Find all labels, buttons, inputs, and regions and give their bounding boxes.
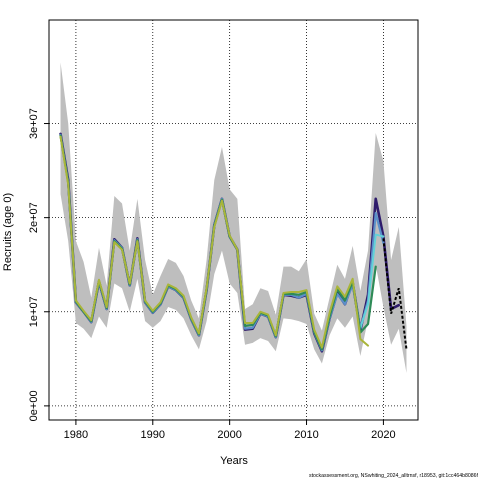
y-axis-label: Recruits (age 0)	[2, 193, 14, 271]
y-tick-label-30000000: 3e+07	[28, 108, 40, 139]
confidence-band	[60, 62, 407, 373]
series-line-5	[59, 135, 370, 349]
grid-lines	[49, 20, 418, 420]
x-tick-label-2010: 2010	[294, 429, 318, 441]
x-axis-label: Years	[220, 455, 248, 467]
y-axis: 0e+00 1e+07 2e+07 3e+07	[28, 108, 49, 421]
x-axis: 1980 1990 2000 2010 2020	[64, 420, 396, 441]
confidence-band-group	[60, 62, 407, 373]
series-lines-group	[59, 132, 408, 353]
y-tick-label-20000000: 2e+07	[28, 202, 40, 233]
y-tick-label-0: 0e+00	[28, 390, 40, 421]
source-footer: stockassessment.org, NSwhiting_2024_allt…	[309, 473, 479, 479]
y-tick-label-10000000: 1e+07	[28, 296, 40, 327]
x-tick-label-1990: 1990	[141, 429, 165, 441]
x-tick-label-1980: 1980	[64, 429, 88, 441]
series-line-3	[359, 233, 385, 329]
x-tick-label-2000: 2000	[217, 429, 241, 441]
plot-frame	[48, 19, 419, 421]
x-tick-label-2020: 2020	[371, 429, 395, 441]
projection-line	[382, 238, 408, 350]
